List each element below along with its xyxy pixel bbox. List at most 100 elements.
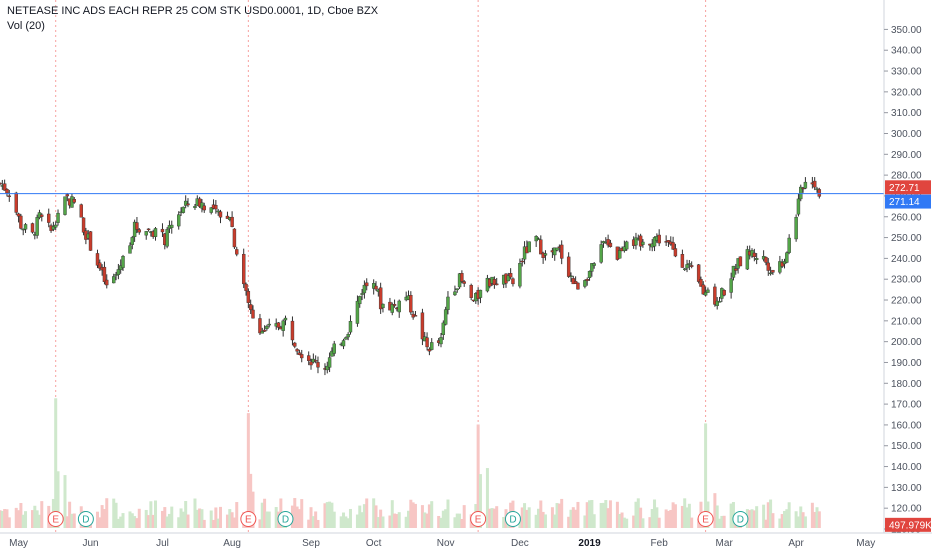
volume-bar: [478, 474, 482, 528]
volume-bar: [68, 501, 72, 528]
candle-body: [506, 275, 511, 282]
price-tick-label: 140.00: [891, 462, 922, 473]
volume-bar: [803, 516, 807, 528]
earnings-marker[interactable]: [240, 511, 257, 527]
earnings-marker[interactable]: [47, 511, 64, 527]
volume-bar: [557, 503, 561, 528]
volume-bar: [121, 513, 125, 528]
volume-bar: [374, 505, 378, 528]
volume-bar: [555, 503, 559, 528]
candle-body: [703, 291, 708, 296]
volume-bar: [404, 516, 408, 528]
volume-bar: [796, 516, 800, 528]
volume-bar: [543, 514, 547, 528]
volume-bar: [393, 513, 397, 528]
volume-bar: [715, 505, 719, 528]
volume-bar: [128, 511, 132, 528]
volume-bar: [666, 510, 670, 528]
volume-bar: [230, 512, 234, 528]
candle-body: [803, 181, 808, 189]
event-marker-label: E: [52, 515, 59, 526]
volume-bar: [539, 500, 543, 528]
candle-body: [430, 342, 434, 350]
time-tick-label: May: [9, 538, 28, 549]
candle-body: [165, 229, 169, 247]
volume-bar: [687, 503, 691, 528]
volume-bar: [560, 498, 564, 528]
event-marker-label: E: [245, 515, 252, 526]
volume-bar: [455, 513, 459, 528]
candle-body: [325, 365, 329, 371]
candle-body: [341, 340, 346, 347]
candle-body: [283, 317, 288, 321]
volume-bar: [165, 516, 169, 528]
volume-bar: [95, 511, 99, 528]
candle-body: [624, 241, 629, 250]
candle-body: [478, 289, 483, 298]
volume-bar: [114, 502, 118, 528]
candle-body: [717, 301, 722, 303]
volume-bar: [105, 498, 109, 528]
volume-bar: [365, 498, 369, 528]
candle-body: [455, 288, 459, 291]
candle-body: [566, 256, 571, 277]
dividend-marker[interactable]: [77, 511, 94, 527]
volume-bar: [492, 508, 496, 528]
volume-bar: [251, 491, 255, 528]
candle-body: [244, 283, 248, 291]
volume-bar: [588, 500, 592, 528]
candle-body: [671, 242, 675, 250]
volume-bar: [209, 510, 213, 528]
volume-bar: [653, 499, 657, 528]
candle-body: [216, 210, 220, 213]
candle-body: [262, 329, 267, 332]
earnings-marker[interactable]: [470, 511, 487, 527]
time-tick-label: 2019: [578, 538, 601, 549]
candle-body: [193, 206, 197, 209]
volume-bar: [119, 516, 123, 528]
volume-bar: [265, 511, 269, 528]
dividend-marker[interactable]: [277, 511, 294, 527]
last-price-tag: 272.71: [889, 183, 920, 194]
volume-bar: [409, 499, 413, 528]
last-price-tag-bg: [885, 180, 931, 195]
candle-body: [699, 279, 703, 287]
candle-body: [511, 278, 515, 285]
volume-bar: [297, 509, 301, 528]
volume-bar: [202, 519, 206, 528]
volume-bar: [228, 509, 232, 528]
candle-body: [307, 355, 311, 361]
time-tick-label: Jun: [82, 538, 98, 549]
volume-bar: [636, 498, 640, 528]
volume-bar: [476, 424, 480, 528]
candle-body: [752, 252, 757, 258]
volume-bar: [133, 516, 137, 528]
volume-bar: [274, 507, 278, 528]
volume-bar: [17, 510, 21, 528]
earnings-marker[interactable]: [697, 511, 714, 527]
volume-bar: [160, 510, 164, 528]
volume-bar: [794, 511, 798, 528]
candle-body: [135, 222, 139, 230]
dividend-marker[interactable]: [732, 511, 749, 527]
candle-body: [715, 300, 719, 306]
volume-bar: [550, 507, 554, 528]
volume-bar: [147, 515, 151, 528]
candle-body: [492, 279, 497, 285]
volume-bar: [246, 413, 250, 528]
candle-body: [293, 342, 297, 347]
price-tick-label: 230.00: [891, 275, 922, 286]
candle-body: [214, 205, 218, 210]
volume-bar: [771, 513, 775, 528]
candle-body: [569, 275, 573, 278]
candle-body: [392, 304, 397, 306]
volume-bar: [267, 511, 271, 528]
dividend-marker[interactable]: [504, 511, 521, 527]
volume-bar: [260, 502, 264, 528]
volume-bar: [673, 504, 677, 528]
volume-bar: [606, 508, 610, 528]
candle-body: [137, 229, 141, 233]
volume-bar: [323, 503, 327, 528]
candle-body: [745, 249, 750, 270]
